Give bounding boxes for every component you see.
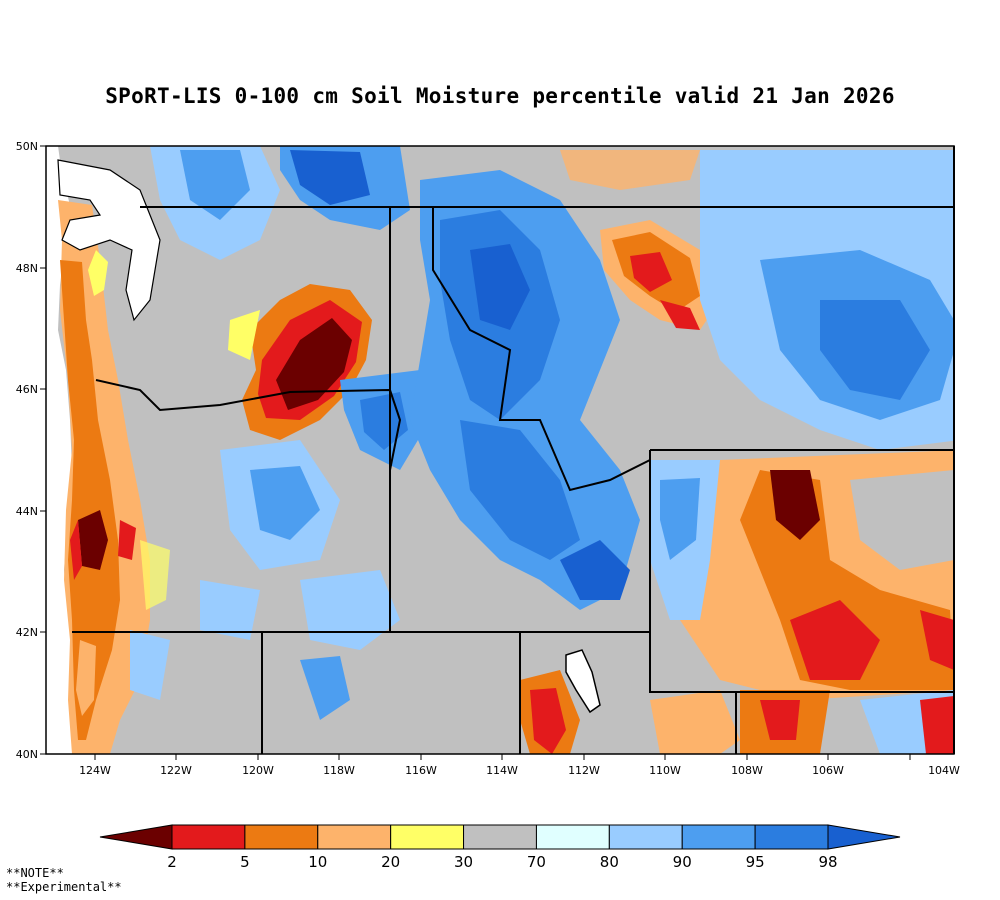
legend-tick-label: 2 (167, 853, 177, 871)
axis-ticks (40, 145, 911, 760)
map-title: SPoRT-LIS 0-100 cm Soil Moisture percent… (105, 84, 895, 108)
legend-tick-label: 30 (454, 853, 473, 871)
lon-label: 116W (405, 764, 437, 777)
lat-label: 48N (16, 262, 38, 275)
legend-bin (171, 824, 246, 850)
experimental-label: **Experimental** (6, 880, 122, 894)
legend-tick-label: 5 (240, 853, 250, 871)
legend-tick-label: 70 (527, 853, 546, 871)
legend-bin (317, 824, 392, 850)
latitude-labels: 50N 48N 46N 44N 42N 40N (16, 140, 38, 761)
legend-tick-label: 90 (673, 853, 692, 871)
legend-bin-high-arrow (827, 824, 901, 850)
colorbar-legend: 2 5 10 20 30 70 80 90 95 98 (99, 824, 901, 871)
lon-label: 106W (812, 764, 844, 777)
puget-sound (57, 159, 161, 322)
legend-bin (754, 824, 829, 850)
lon-label: 110W (649, 764, 681, 777)
note-label: **NOTE** (6, 866, 64, 880)
legend-tick-label: 98 (818, 853, 837, 871)
lon-label: 120W (242, 764, 274, 777)
legend-tick-label: 80 (600, 853, 619, 871)
lon-label: 114W (486, 764, 518, 777)
lat-label: 44N (16, 505, 38, 518)
lon-label: 112W (568, 764, 600, 777)
legend-tick-label: 10 (308, 853, 327, 871)
legend-bin (681, 824, 756, 850)
legend-tick-label: 20 (381, 853, 400, 871)
map-frame (45, 145, 955, 755)
great-salt-lake (565, 649, 601, 714)
lon-label: 118W (323, 764, 355, 777)
legend-bin (390, 824, 465, 850)
lon-label: 104W (928, 764, 960, 777)
legend-bin-low-arrow (99, 824, 173, 850)
lon-label: 108W (731, 764, 763, 777)
lon-label: 124W (79, 764, 111, 777)
lon-label: 122W (160, 764, 192, 777)
legend-bin (463, 824, 537, 850)
legend-tick-label: 95 (746, 853, 765, 871)
longitude-labels: 124W 122W 120W 118W 116W 114W 112W 110W … (79, 764, 960, 777)
legend-bin (535, 824, 610, 850)
legend-bin (608, 824, 683, 850)
lat-label: 42N (16, 626, 38, 639)
lat-label: 40N (16, 748, 38, 761)
lat-label: 46N (16, 383, 38, 396)
lat-label: 50N (16, 140, 38, 153)
legend-bin (244, 824, 319, 850)
